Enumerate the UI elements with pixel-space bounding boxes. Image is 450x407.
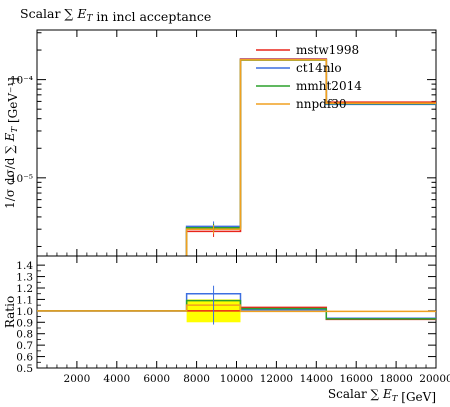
x-tick-label: 14000	[300, 373, 333, 385]
ratio-y-axis-label: Ratio	[3, 296, 17, 328]
legend-label-mmht2014: mmht2014	[296, 79, 362, 93]
ratio-y-tick-label: 0.6	[16, 352, 33, 364]
x-tick-label: 18000	[379, 373, 412, 385]
ratio-y-tick-label: 0.8	[16, 329, 33, 341]
x-tick-label: 2000	[64, 373, 91, 385]
ratio-y-tick-label: 1.3	[16, 272, 33, 284]
legend: mstw1998 ct14nlo mmht2014 nnpdf30	[256, 43, 362, 111]
ratio-y-tick-label: 0.9	[16, 317, 33, 329]
main-y-axis-label: 1/σ dσ/d ∑ ET [GeV⁻¹]	[3, 77, 20, 209]
x-axis-label: Scalar ∑ ET [GeV]	[328, 387, 436, 404]
main-y-tick-label: 10⁻⁴	[10, 75, 33, 87]
series-line-nnpdf30	[185, 59, 436, 256]
chart-title: Scalar ∑ ET in incl acceptance	[20, 6, 211, 24]
main-plot-frame	[36, 29, 437, 257]
x-tick-label: 12000	[260, 373, 293, 385]
x-tick-label: 6000	[143, 373, 170, 385]
legend-label-nnpdf30: nnpdf30	[296, 97, 347, 111]
main-plot: 10⁻⁵ 10⁻⁴	[10, 30, 437, 256]
legend-label-ct14nlo: ct14nlo	[296, 61, 342, 75]
ratio-y-tick-label: 1.4	[16, 260, 33, 272]
x-tick-label: 8000	[183, 373, 210, 385]
x-tick-label: 10000	[220, 373, 253, 385]
ratio-plot: 2000 4000 6000 8000 10000 12000 14000 16000 1800…	[16, 256, 450, 385]
ratio-line-nnpdf30	[37, 304, 436, 313]
ratio-y-tick-label: 0.5	[16, 363, 33, 375]
ratio-y-tick-label: 0.7	[16, 340, 33, 352]
ratio-y-tick-label: 1.2	[16, 283, 33, 295]
x-tick-label: 4000	[103, 373, 130, 385]
main-y-tick-label: 10⁻⁵	[10, 173, 33, 185]
x-tick-label: 16000	[339, 373, 372, 385]
ratio-y-tick-label: 1.1	[16, 294, 33, 306]
legend-label-mstw1998: mstw1998	[296, 43, 359, 57]
x-tick-label: 20000	[419, 373, 450, 385]
ratio-y-tick-label: 1.0	[16, 306, 33, 318]
